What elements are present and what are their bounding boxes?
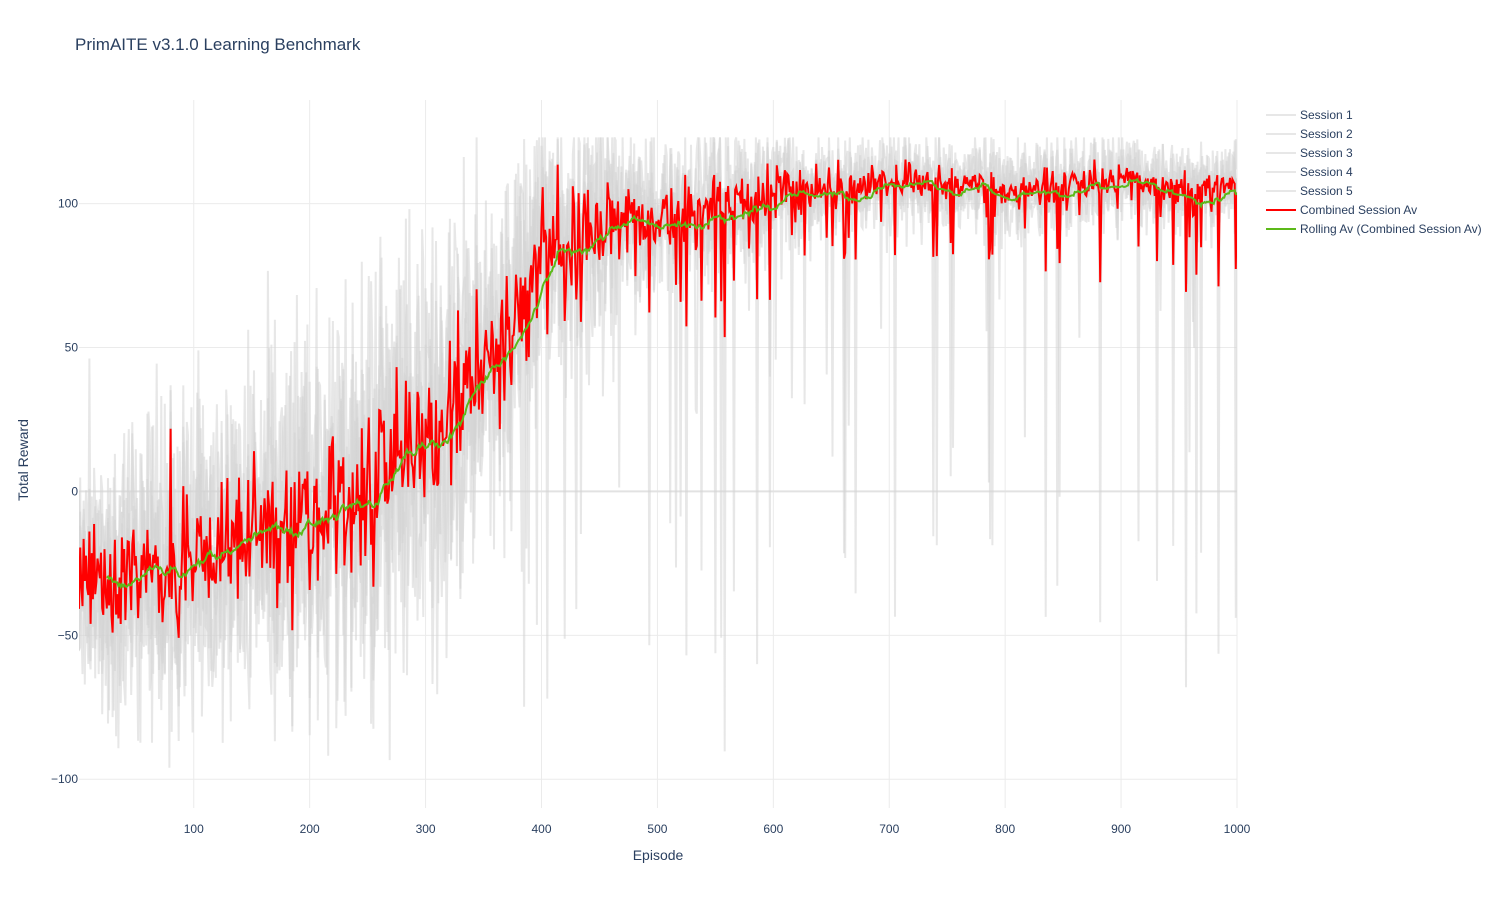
legend-item[interactable]: Combined Session Av [1266, 203, 1417, 217]
legend-item[interactable]: Session 3 [1266, 146, 1353, 160]
y-tick-label: 100 [58, 197, 78, 211]
legend-item[interactable]: Session 4 [1266, 165, 1353, 179]
legend-label: Session 3 [1300, 146, 1353, 160]
legend-item[interactable]: Session 1 [1266, 108, 1353, 122]
series-line-rolling-av [106, 177, 1237, 590]
x-tick-label: 1000 [1224, 822, 1251, 836]
x-tick-label: 200 [300, 822, 320, 836]
y-tick-label: 0 [71, 484, 78, 498]
legend-item[interactable]: Rolling Av (Combined Session Av) [1266, 222, 1482, 236]
legend-item[interactable]: Session 2 [1266, 127, 1353, 141]
x-tick-label: 100 [184, 822, 204, 836]
legend-item[interactable]: Session 5 [1266, 184, 1353, 198]
x-tick-label: 600 [763, 822, 783, 836]
y-tick-label: −50 [58, 628, 79, 642]
legend-label: Rolling Av (Combined Session Av) [1300, 222, 1482, 236]
x-axis-ticks: 100 200 300 400 500 600 700 800 900 1000 [184, 822, 1251, 836]
legend-label: Session 2 [1300, 127, 1353, 141]
legend[interactable]: Session 1 Session 2 Session 3 Session 4 Sess… [1266, 108, 1482, 236]
plot-area [79, 136, 1237, 768]
x-tick-label: 800 [995, 822, 1015, 836]
legend-label: Session 4 [1300, 165, 1353, 179]
legend-label: Session 1 [1300, 108, 1353, 122]
x-tick-label: 300 [416, 822, 436, 836]
y-tick-label: −100 [51, 772, 78, 786]
chart-title: PrimAITE v3.1.0 Learning Benchmark [75, 35, 361, 54]
y-axis-ticks: −100 −50 0 50 100 [51, 197, 78, 787]
x-axis-title: Episode [633, 847, 684, 863]
y-axis-title: Total Reward [15, 419, 31, 501]
legend-label: Session 5 [1300, 184, 1353, 198]
legend-label: Combined Session Av [1300, 203, 1417, 217]
x-tick-label: 700 [879, 822, 899, 836]
series-line-combined-session-av [79, 159, 1237, 638]
y-tick-label: 50 [65, 341, 79, 355]
x-tick-label: 400 [531, 822, 551, 836]
x-tick-label: 500 [647, 822, 667, 836]
x-tick-label: 900 [1111, 822, 1131, 836]
